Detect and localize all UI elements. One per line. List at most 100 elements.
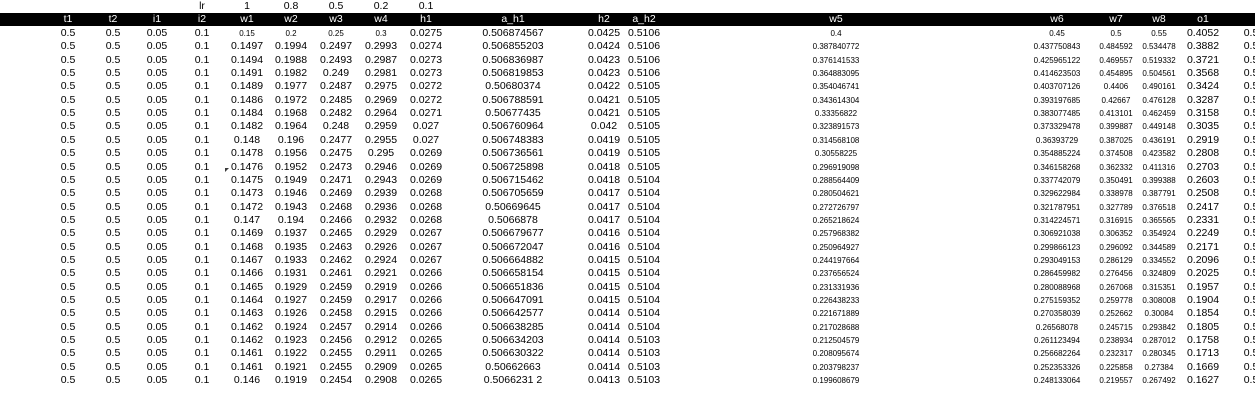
cell[interactable]: 0.0419 [587, 133, 621, 146]
cell[interactable]: 0.0275 [409, 27, 443, 39]
cell[interactable]: 0.2932 [364, 213, 398, 226]
cell[interactable]: 0.2458 [319, 307, 353, 320]
cell[interactable]: 0.2471 [319, 173, 353, 186]
cell[interactable]: 0.2461 [319, 267, 353, 280]
cell[interactable]: 0.414623503 [1033, 69, 1081, 79]
cell[interactable]: 0.3568 [1186, 67, 1220, 80]
cell[interactable]: 0.0273 [409, 53, 443, 66]
cell[interactable]: 0.05 [146, 280, 168, 293]
cell[interactable]: 0.199608679 [812, 376, 860, 386]
cell[interactable]: 0.248 [322, 120, 350, 133]
cell[interactable]: 0.5 [60, 80, 76, 93]
cell[interactable]: 0.3287 [1186, 93, 1220, 106]
cell[interactable]: 0.0414 [587, 360, 621, 373]
cell[interactable]: 0.252353326 [1033, 362, 1081, 372]
cell[interactable]: 0.0268 [409, 213, 443, 226]
cell[interactable]: 0.5 [60, 347, 76, 360]
cell[interactable]: w4 [374, 13, 388, 25]
cell[interactable]: 0.5105 [627, 107, 661, 120]
cell[interactable]: 0.2975 [364, 80, 398, 93]
cell[interactable]: 0.5104 [627, 294, 661, 306]
cell[interactable]: 0.484592 [1099, 42, 1133, 52]
cell[interactable]: 0.2417 [1186, 200, 1220, 213]
cell[interactable]: 0.1929 [274, 280, 308, 293]
overflow-cell[interactable]: 0.5 [1243, 93, 1255, 106]
cell[interactable]: 0.387840772 [812, 42, 860, 52]
cell[interactable]: 0.5 [105, 120, 121, 133]
cell[interactable]: 0.5 [60, 53, 76, 66]
cell[interactable]: 0.237656524 [812, 269, 860, 279]
cell[interactable]: 0.1 [194, 240, 210, 253]
cell[interactable]: 0.5104 [627, 320, 661, 333]
cell[interactable]: 0.5066231 2 [483, 374, 543, 387]
cell[interactable]: 0.5 [105, 40, 121, 53]
cell[interactable]: 0.5 [60, 93, 76, 106]
cell[interactable]: 0.5106 [627, 40, 661, 53]
cell[interactable]: 0.1933 [274, 253, 308, 266]
cell[interactable]: 0.506651836 [482, 280, 544, 293]
cell[interactable]: 0.5 [60, 27, 76, 39]
cell[interactable]: 0.248133064 [1033, 376, 1081, 386]
cell[interactable]: 0.506855203 [482, 40, 544, 53]
cell[interactable]: 0.148 [233, 133, 261, 146]
cell[interactable]: 0.0419 [587, 147, 621, 160]
cell[interactable]: 0.0417 [587, 187, 621, 200]
cell[interactable]: 0.5103 [627, 334, 661, 347]
overflow-cell[interactable]: 0.5 [1243, 240, 1255, 253]
cell[interactable]: 0.05 [146, 80, 168, 93]
cell[interactable]: 0.2459 [319, 294, 353, 306]
cell[interactable]: 0.2943 [364, 173, 398, 186]
cell[interactable]: 0.0269 [409, 160, 443, 173]
overflow-cell[interactable]: 0.5 [1243, 267, 1255, 280]
cell[interactable]: 0.5 [105, 267, 121, 280]
cell[interactable]: 0.4406 [1103, 82, 1129, 92]
cell[interactable]: 0.373329478 [1033, 122, 1081, 132]
cell[interactable]: 0.5 [105, 173, 121, 186]
cell[interactable]: 0.5 [105, 107, 121, 120]
cell[interactable]: 0.299866123 [1033, 242, 1081, 252]
cell[interactable]: 0.3 [375, 29, 387, 38]
cell[interactable]: 0.423582 [1142, 149, 1176, 159]
overflow-cell[interactable]: 0.5 [1243, 280, 1255, 293]
cell[interactable]: 0.1 [194, 280, 210, 293]
cell[interactable]: 0.5106 [627, 67, 661, 80]
cell[interactable]: 0.5 [60, 267, 76, 280]
cell[interactable]: w2 [284, 13, 298, 25]
cell[interactable]: 0.5 [105, 147, 121, 160]
cell[interactable]: 0.0416 [587, 240, 621, 253]
cell[interactable]: 0.454895 [1099, 69, 1133, 79]
cell[interactable]: 0.219557 [1099, 376, 1133, 386]
cell[interactable]: 0.344589 [1142, 242, 1176, 252]
cell[interactable]: 0.1988 [274, 53, 308, 66]
cell[interactable]: 0.0266 [409, 280, 443, 293]
cell[interactable]: 0.257968382 [812, 229, 860, 239]
cell[interactable]: 0.1489 [230, 80, 264, 93]
cell[interactable]: 0.05 [146, 187, 168, 200]
cell[interactable]: 0.5066878 [488, 213, 538, 226]
cell[interactable]: 0.1956 [274, 147, 308, 160]
cell[interactable]: 0.5105 [627, 147, 661, 160]
cell[interactable] [1137, 0, 1181, 13]
cell[interactable]: 0.8 [283, 0, 299, 12]
cell[interactable]: 0.1482 [230, 120, 264, 133]
cell[interactable]: 0.212504579 [812, 336, 860, 346]
cell[interactable]: 0.1964 [274, 120, 308, 133]
cell[interactable]: 0.1935 [274, 240, 308, 253]
cell[interactable]: 0.05 [146, 120, 168, 133]
cell[interactable]: 0.0414 [587, 347, 621, 360]
cell[interactable]: 0.1854 [1186, 307, 1220, 320]
cell[interactable]: 0.1478 [230, 147, 264, 160]
cell[interactable]: 0.5 [105, 27, 121, 39]
cell[interactable]: 0.1 [194, 67, 210, 80]
cell[interactable]: 0.3158 [1186, 107, 1220, 120]
cell[interactable]: 0.2915 [364, 307, 398, 320]
cell[interactable]: 0.2469 [319, 187, 353, 200]
cell[interactable]: 0.1 [194, 253, 210, 266]
cell[interactable]: 0.0423 [587, 67, 621, 80]
cell[interactable]: 0.519332 [1142, 55, 1176, 65]
overflow-cell[interactable]: 0.5 [1243, 147, 1255, 160]
cell[interactable]: 0.534478 [1142, 42, 1176, 52]
cell[interactable]: 0.3424 [1186, 80, 1220, 93]
cell[interactable]: 0.399887 [1099, 122, 1133, 132]
cell[interactable]: 0.25 [328, 29, 344, 38]
